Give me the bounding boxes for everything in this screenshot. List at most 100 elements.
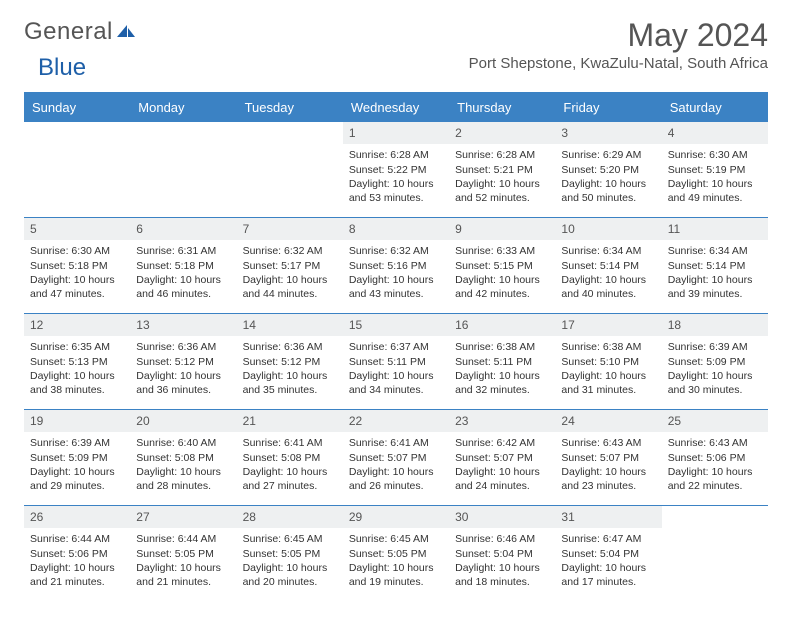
day-number: 26 (24, 506, 130, 528)
day-details: Sunrise: 6:41 AM Sunset: 5:07 PM Dayligh… (349, 436, 443, 493)
day-details: Sunrise: 6:35 AM Sunset: 5:13 PM Dayligh… (30, 340, 124, 397)
calendar-day-cell: 30Sunrise: 6:46 AM Sunset: 5:04 PM Dayli… (449, 506, 555, 602)
day-details: Sunrise: 6:33 AM Sunset: 5:15 PM Dayligh… (455, 244, 549, 301)
day-number: 31 (555, 506, 661, 528)
calendar-day-cell: 31 Sunrise: 6:47 AM Sunset: 5:04 PM Dayli… (555, 506, 661, 602)
calendar-day-cell: 22 Sunrise: 6:41 AM Sunset: 5:07 PM Dayli… (343, 410, 449, 506)
calendar-day-cell: 26 Sunrise: 6:44 AM Sunset: 5:06 PM Dayli… (24, 506, 130, 602)
sail-icon (115, 23, 137, 41)
calendar-day-cell: 13 Sunrise: 6:36 AM Sunset: 5:12 PM Dayli… (130, 314, 236, 410)
day-number: 23 (449, 410, 555, 432)
day-details: Sunrise: 6:43 AM Sunset: 5:06 PM Dayligh… (668, 436, 762, 493)
month-title: May 2024 (469, 18, 768, 53)
day-details: Sunrise: 6:36 AM Sunset: 5:12 PM Dayligh… (243, 340, 337, 397)
day-number: 10 (555, 218, 661, 240)
calendar-table: SundayMondayTuesdayWednesdayThursdayFrid… (24, 92, 768, 602)
calendar-day-cell: 23 Sunrise: 6:42 AM Sunset: 5:07 PM Dayli… (449, 410, 555, 506)
calendar-day-cell: 5 Sunrise: 6:30 AM Sunset: 5:18 PM Daylig… (24, 218, 130, 314)
calendar-day-cell: 21 Sunrise: 6:41 AM Sunset: 5:08 PM Dayli… (237, 410, 343, 506)
calendar-day-cell (662, 506, 768, 602)
day-header: Friday (555, 93, 661, 122)
calendar-day-cell: 11 Sunrise: 6:34 AM Sunset: 5:14 PM Dayli… (662, 218, 768, 314)
day-header: Monday (130, 93, 236, 122)
day-details: Sunrise: 6:29 AM Sunset: 5:20 PM Dayligh… (561, 148, 655, 205)
title-block: May 2024 Port Shepstone, KwaZulu-Natal, … (469, 18, 768, 72)
day-details: Sunrise: 6:31 AM Sunset: 5:18 PM Dayligh… (136, 244, 230, 301)
day-details: Sunrise: 6:42 AM Sunset: 5:07 PM Dayligh… (455, 436, 549, 493)
day-number: 18 (662, 314, 768, 336)
day-number: 16 (449, 314, 555, 336)
day-number: 2 (449, 122, 555, 144)
day-details: Sunrise: 6:46 AM Sunset: 5:04 PM Dayligh… (455, 532, 549, 589)
calendar-week-row: 5 Sunrise: 6:30 AM Sunset: 5:18 PM Daylig… (24, 218, 768, 314)
calendar-day-cell: 9 Sunrise: 6:33 AM Sunset: 5:15 PM Daylig… (449, 218, 555, 314)
calendar-day-cell: 7Sunrise: 6:32 AM Sunset: 5:17 PM Daylig… (237, 218, 343, 314)
day-number: 4 (662, 122, 768, 144)
day-number: 27 (130, 506, 236, 528)
day-header-row: SundayMondayTuesdayWednesdayThursdayFrid… (24, 93, 768, 122)
day-number: 11 (662, 218, 768, 240)
calendar-day-cell: 24 Sunrise: 6:43 AM Sunset: 5:07 PM Dayli… (555, 410, 661, 506)
day-details: Sunrise: 6:28 AM Sunset: 5:22 PM Dayligh… (349, 148, 443, 205)
day-number: 15 (343, 314, 449, 336)
day-details: Sunrise: 6:34 AM Sunset: 5:14 PM Dayligh… (668, 244, 762, 301)
calendar-day-cell: 25 Sunrise: 6:43 AM Sunset: 5:06 PM Dayli… (662, 410, 768, 506)
location-text: Port Shepstone, KwaZulu-Natal, South Afr… (469, 55, 768, 72)
brand-logo: General (24, 18, 137, 46)
day-number: 9 (449, 218, 555, 240)
day-details: Sunrise: 6:32 AM Sunset: 5:17 PM Dayligh… (243, 244, 337, 301)
calendar-day-cell: 15 Sunrise: 6:37 AM Sunset: 5:11 PM Dayli… (343, 314, 449, 410)
day-details: Sunrise: 6:30 AM Sunset: 5:19 PM Dayligh… (668, 148, 762, 205)
day-header: Saturday (662, 93, 768, 122)
calendar-week-row: 1 Sunrise: 6:28 AM Sunset: 5:22 PM Daylig… (24, 122, 768, 218)
calendar-day-cell: 1 Sunrise: 6:28 AM Sunset: 5:22 PM Daylig… (343, 122, 449, 218)
calendar-head: SundayMondayTuesdayWednesdayThursdayFrid… (24, 93, 768, 122)
day-number: 22 (343, 410, 449, 432)
calendar-week-row: 26 Sunrise: 6:44 AM Sunset: 5:06 PM Dayli… (24, 506, 768, 602)
day-number: 13 (130, 314, 236, 336)
day-details: Sunrise: 6:32 AM Sunset: 5:16 PM Dayligh… (349, 244, 443, 301)
calendar-day-cell: 19 Sunrise: 6:39 AM Sunset: 5:09 PM Dayli… (24, 410, 130, 506)
calendar-week-row: 12Sunrise: 6:35 AM Sunset: 5:13 PM Dayli… (24, 314, 768, 410)
day-number: 8 (343, 218, 449, 240)
day-details: Sunrise: 6:39 AM Sunset: 5:09 PM Dayligh… (30, 436, 124, 493)
day-number: 29 (343, 506, 449, 528)
day-details: Sunrise: 6:47 AM Sunset: 5:04 PM Dayligh… (561, 532, 655, 589)
day-number: 25 (662, 410, 768, 432)
day-details: Sunrise: 6:38 AM Sunset: 5:11 PM Dayligh… (455, 340, 549, 397)
day-details: Sunrise: 6:45 AM Sunset: 5:05 PM Dayligh… (243, 532, 337, 589)
calendar-day-cell: 14Sunrise: 6:36 AM Sunset: 5:12 PM Dayli… (237, 314, 343, 410)
calendar-day-cell: 17Sunrise: 6:38 AM Sunset: 5:10 PM Dayli… (555, 314, 661, 410)
calendar-day-cell: 28Sunrise: 6:45 AM Sunset: 5:05 PM Dayli… (237, 506, 343, 602)
calendar-day-cell: 12Sunrise: 6:35 AM Sunset: 5:13 PM Dayli… (24, 314, 130, 410)
calendar-day-cell (24, 122, 130, 218)
calendar-day-cell: 29 Sunrise: 6:45 AM Sunset: 5:05 PM Dayli… (343, 506, 449, 602)
calendar-day-cell (237, 122, 343, 218)
calendar-day-cell: 3Sunrise: 6:29 AM Sunset: 5:20 PM Daylig… (555, 122, 661, 218)
day-details: Sunrise: 6:41 AM Sunset: 5:08 PM Dayligh… (243, 436, 337, 493)
day-number: 21 (237, 410, 343, 432)
calendar-day-cell: 8 Sunrise: 6:32 AM Sunset: 5:16 PM Daylig… (343, 218, 449, 314)
day-number: 1 (343, 122, 449, 144)
calendar-day-cell: 20Sunrise: 6:40 AM Sunset: 5:08 PM Dayli… (130, 410, 236, 506)
day-number: 6 (130, 218, 236, 240)
day-number: 24 (555, 410, 661, 432)
day-details: Sunrise: 6:45 AM Sunset: 5:05 PM Dayligh… (349, 532, 443, 589)
calendar-week-row: 19 Sunrise: 6:39 AM Sunset: 5:09 PM Dayli… (24, 410, 768, 506)
day-details: Sunrise: 6:30 AM Sunset: 5:18 PM Dayligh… (30, 244, 124, 301)
brand-part2: Blue (38, 54, 86, 81)
day-details: Sunrise: 6:43 AM Sunset: 5:07 PM Dayligh… (561, 436, 655, 493)
day-header: Tuesday (237, 93, 343, 122)
day-details: Sunrise: 6:36 AM Sunset: 5:12 PM Dayligh… (136, 340, 230, 397)
day-details: Sunrise: 6:39 AM Sunset: 5:09 PM Dayligh… (668, 340, 762, 397)
calendar-day-cell: 27 Sunrise: 6:44 AM Sunset: 5:05 PM Dayli… (130, 506, 236, 602)
day-details: Sunrise: 6:38 AM Sunset: 5:10 PM Dayligh… (561, 340, 655, 397)
day-details: Sunrise: 6:44 AM Sunset: 5:05 PM Dayligh… (136, 532, 230, 589)
calendar-day-cell: 2Sunrise: 6:28 AM Sunset: 5:21 PM Daylig… (449, 122, 555, 218)
calendar-day-cell: 16 Sunrise: 6:38 AM Sunset: 5:11 PM Dayli… (449, 314, 555, 410)
calendar-body: 1 Sunrise: 6:28 AM Sunset: 5:22 PM Daylig… (24, 122, 768, 602)
day-details: Sunrise: 6:44 AM Sunset: 5:06 PM Dayligh… (30, 532, 124, 589)
day-number: 19 (24, 410, 130, 432)
day-number: 5 (24, 218, 130, 240)
day-details: Sunrise: 6:37 AM Sunset: 5:11 PM Dayligh… (349, 340, 443, 397)
